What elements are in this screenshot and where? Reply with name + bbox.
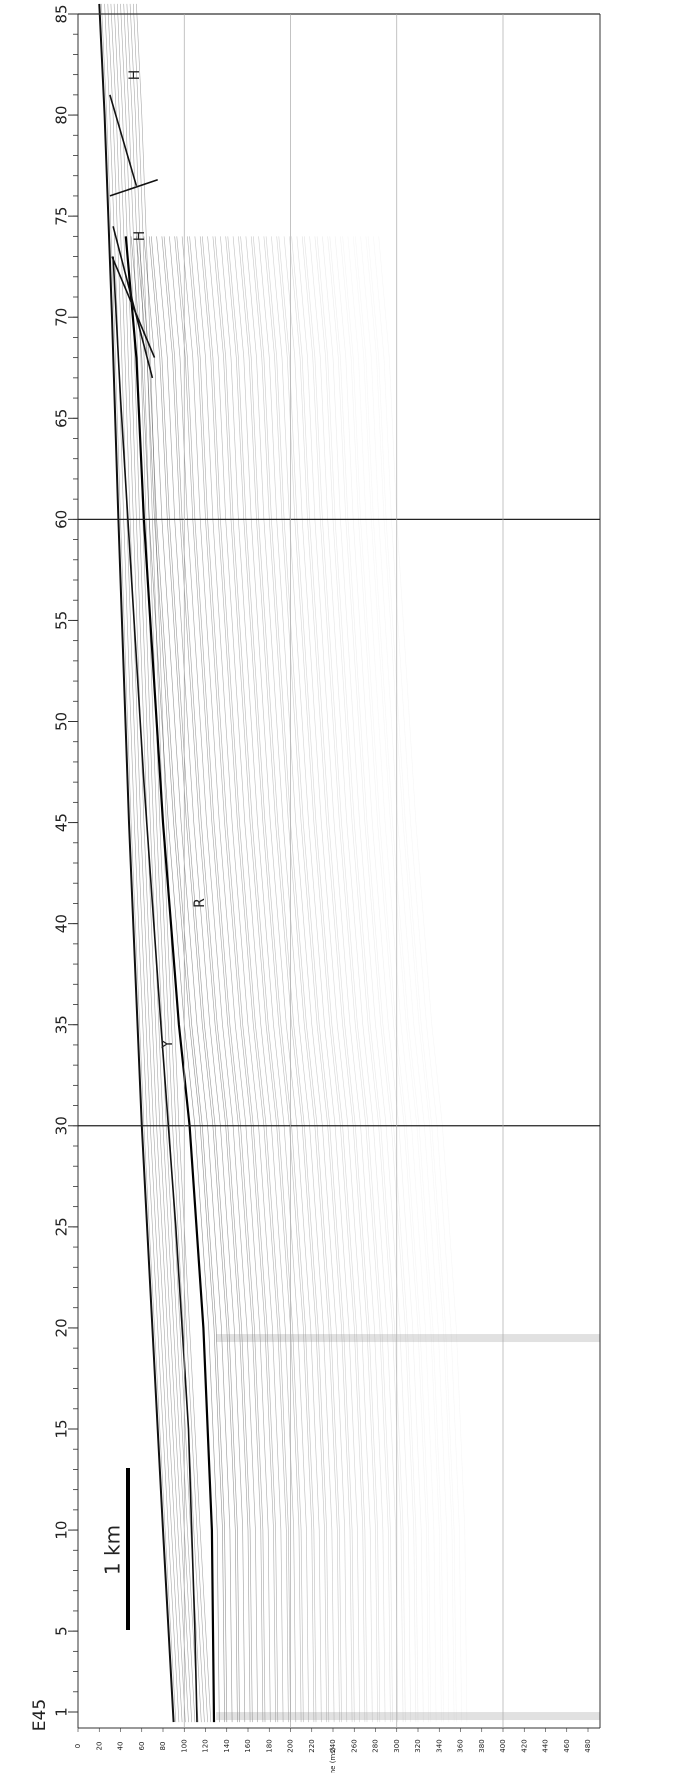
- left-tick-label: 50: [53, 712, 71, 731]
- left-tick-label: 85: [53, 4, 71, 23]
- time-tick-label: 60: [138, 1742, 146, 1751]
- left-tick-label: 35: [53, 1015, 71, 1034]
- noise-band: [216, 1712, 600, 1720]
- annotation: H: [132, 231, 148, 242]
- left-tick-label: 20: [53, 1318, 71, 1337]
- left-tick-label: 25: [53, 1217, 71, 1236]
- left-tick-label: 80: [53, 106, 71, 125]
- time-tick-label: 380: [478, 1739, 486, 1752]
- time-axis-label: Time (ms): [329, 1747, 337, 1773]
- time-tick-label: 220: [308, 1739, 316, 1752]
- time-tick-label: 280: [372, 1739, 380, 1752]
- annotation: H: [127, 70, 143, 81]
- time-tick-label: 460: [563, 1739, 571, 1752]
- time-tick-label: 40: [117, 1742, 125, 1751]
- seismic-figure: 1510152025303540455055606570758085020406…: [0, 0, 680, 1773]
- time-tick-label: 360: [457, 1739, 465, 1752]
- time-tick-label: 180: [265, 1739, 273, 1752]
- noise-band: [216, 1334, 600, 1342]
- left-tick-label: 75: [53, 207, 71, 226]
- left-tick-label: 40: [53, 914, 71, 933]
- left-tick-label: 55: [53, 611, 71, 630]
- time-tick-label: 100: [180, 1739, 188, 1752]
- time-tick-label: 400: [499, 1739, 507, 1752]
- left-tick-label: 70: [53, 308, 71, 327]
- left-tick-label: 60: [53, 510, 71, 529]
- left-tick-label: 10: [53, 1521, 71, 1540]
- left-tick-label: 30: [53, 1116, 71, 1135]
- time-tick-label: 20: [95, 1742, 103, 1751]
- time-tick-label: 420: [520, 1739, 528, 1752]
- time-tick-label: 120: [202, 1739, 210, 1752]
- time-tick-label: 320: [414, 1739, 422, 1752]
- time-tick-label: 300: [393, 1739, 401, 1752]
- profile-label: E45: [30, 1699, 50, 1731]
- left-tick-label: 1: [53, 1707, 71, 1717]
- time-tick-label: 440: [542, 1739, 550, 1752]
- left-tick-label: 5: [53, 1626, 71, 1636]
- time-tick-label: 200: [287, 1739, 295, 1752]
- time-tick-label: 340: [435, 1739, 443, 1752]
- time-tick-label: 260: [350, 1739, 358, 1752]
- left-tick-label: 65: [53, 409, 71, 428]
- annotation: R: [192, 898, 208, 908]
- time-tick-label: 160: [244, 1739, 252, 1752]
- time-tick-label: 480: [584, 1739, 592, 1752]
- background: [0, 0, 680, 1773]
- time-tick-label: 0: [74, 1744, 82, 1748]
- left-tick-label: 15: [53, 1419, 71, 1438]
- annotation: Y: [160, 1039, 176, 1049]
- scale-bar-label: 1 km: [101, 1525, 125, 1575]
- left-tick-label: 45: [53, 813, 71, 832]
- time-tick-label: 140: [223, 1739, 231, 1752]
- time-tick-label: 80: [159, 1742, 167, 1751]
